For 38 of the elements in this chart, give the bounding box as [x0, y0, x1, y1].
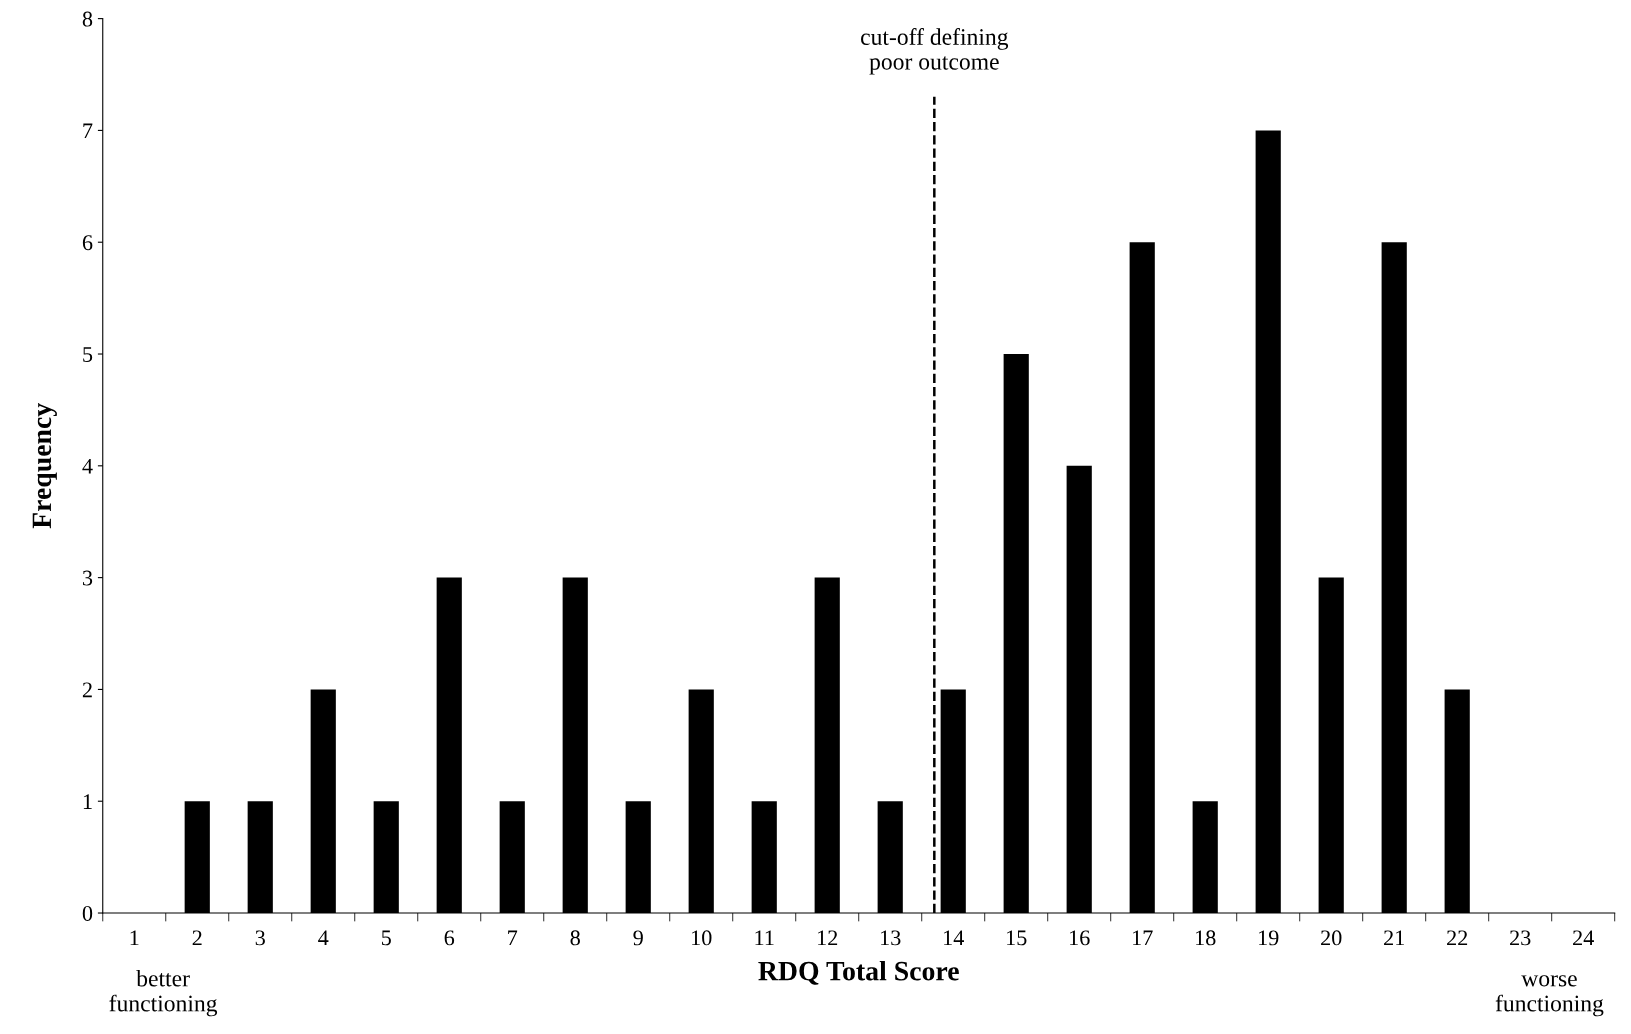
y-tick-label: 8 [82, 11, 93, 27]
x-tick-label: 21 [1384, 930, 1404, 946]
x-tick-label: 2 [192, 930, 202, 946]
x-tick-label: 24 [1573, 930, 1594, 946]
x-tick-label: 15 [1007, 930, 1027, 946]
x-tick-label: 10 [692, 930, 712, 946]
y-tick-label: 5 [83, 347, 93, 362]
x-tick-label: 14 [944, 930, 964, 946]
x-tick-label: 3 [255, 930, 265, 946]
x-tick-label: 4 [318, 930, 329, 946]
y-tick-label: 6 [82, 235, 93, 251]
x-tick-label: 7 [508, 930, 518, 946]
ref-line-label: cut-off defining poor outcome [861, 28, 1009, 75]
x-tick-label: 9 [633, 930, 643, 946]
y-tick-label: 1 [83, 794, 92, 809]
y-tick-label: 0 [82, 905, 93, 921]
x-tick-label: 5 [381, 930, 391, 946]
text: better functioning [109, 969, 218, 1017]
x-tick-label: 6 [444, 930, 455, 946]
x-tick-label: 17 [1133, 930, 1153, 946]
text: worse functioning [1495, 975, 1604, 1017]
y-tick-label: 4 [82, 458, 93, 474]
x-tick-label: 18 [1196, 930, 1216, 946]
x-tick-label: 19 [1259, 930, 1279, 946]
x-tick-label: 8 [570, 930, 580, 946]
x-tick-label: 20 [1321, 930, 1342, 946]
y-axis-title: Frequency [32, 403, 57, 529]
x-tick-label: 16 [1070, 930, 1090, 946]
x-tick-label: 13 [881, 930, 901, 946]
x-tick-label: 12 [818, 930, 838, 946]
x-tick-label: 11 [755, 930, 774, 946]
x-tick-label: 23 [1510, 930, 1531, 946]
x-tick-label: 1 [130, 930, 139, 946]
x-tick-label: 22 [1447, 930, 1468, 946]
y-tick-label: 3 [82, 570, 93, 586]
y-tick-label: 7 [83, 123, 93, 139]
y-tick-label: 2 [82, 682, 92, 698]
x-axis-title: RDQ Total Score [758, 960, 959, 985]
